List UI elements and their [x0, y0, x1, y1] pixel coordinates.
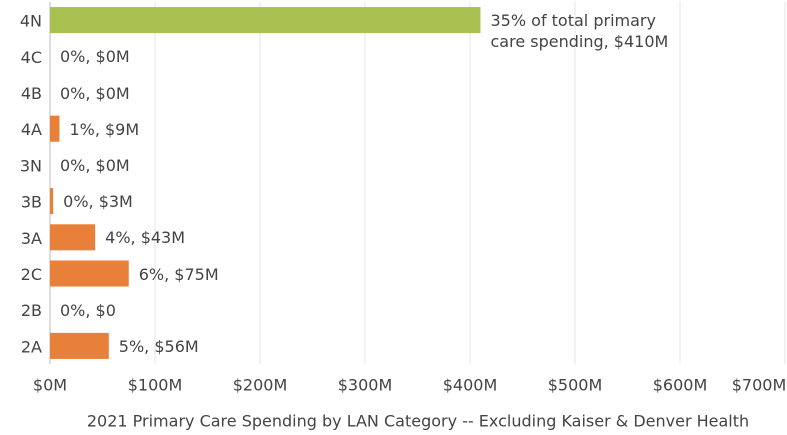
value-label: 0%, $0M: [60, 47, 130, 67]
value-label: 35% of total primary care spending, $410…: [490, 11, 669, 52]
value-label: 0%, $0: [60, 300, 116, 320]
x-tick-label: $100M: [128, 376, 183, 395]
y-tick-label: 4N: [20, 12, 42, 31]
x-tick-label: $400M: [443, 376, 498, 395]
bar: [50, 188, 54, 215]
y-tick-label: 3N: [20, 156, 42, 175]
value-label: 5%, $56M: [118, 336, 199, 356]
y-tick-label: 2A: [21, 337, 42, 356]
x-tick-label: $0M: [33, 376, 67, 395]
bar: [50, 115, 60, 142]
value-label: 1%, $9M: [69, 119, 140, 139]
bar: [50, 7, 481, 34]
y-tick-label: 2B: [21, 301, 42, 320]
x-tick-label: $500M: [548, 376, 603, 395]
y-tick-label: 3A: [21, 229, 42, 248]
y-tick-label: 4B: [21, 84, 42, 103]
y-tick-label: 4C: [21, 48, 42, 67]
x-tick-label: $200M: [233, 376, 288, 395]
value-label: 0%, $0M: [60, 83, 130, 103]
y-tick-label: 3B: [21, 193, 42, 212]
x-tick-label: $700M: [732, 376, 787, 395]
value-label: 6%, $75M: [138, 264, 219, 284]
bar: [50, 224, 96, 251]
x-tick-label: $600M: [653, 376, 708, 395]
value-label: 0%, $3M: [63, 192, 133, 212]
value-label: 4%, $43M: [105, 228, 186, 248]
value-label: 0%, $0M: [60, 155, 130, 175]
bar: [50, 332, 109, 359]
x-tick-label: $300M: [338, 376, 393, 395]
bar: [50, 260, 129, 287]
y-tick-label: 2C: [21, 265, 42, 284]
y-tick-label: 4A: [21, 120, 42, 139]
x-axis-label: 2021 Primary Care Spending by LAN Catego…: [87, 412, 749, 431]
